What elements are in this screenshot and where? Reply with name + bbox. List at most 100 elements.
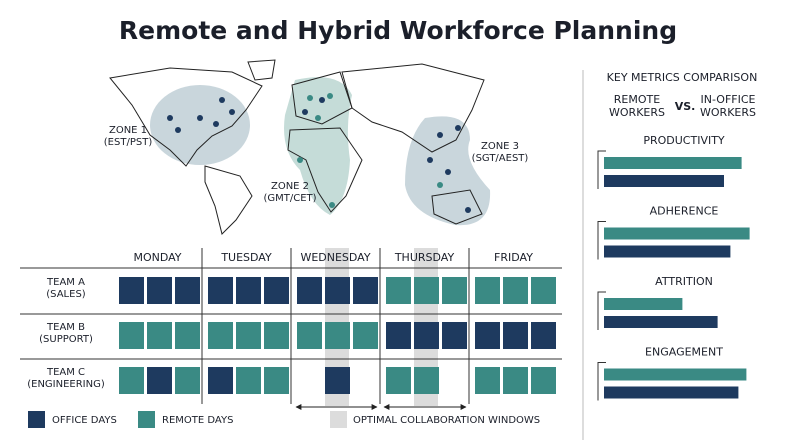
day-label: WEDNESDAY [300, 251, 370, 264]
team-label-line: TEAM C [46, 367, 85, 378]
team-label-line: (SALES) [46, 289, 86, 300]
team-label-line: (SUPPORT) [39, 334, 93, 345]
day-label: MONDAY [133, 251, 181, 264]
schedule-cell [325, 367, 350, 394]
schedule-cell [264, 367, 289, 394]
zone-label-line: (SGT/AEST) [472, 153, 529, 164]
metric-bracket [597, 362, 606, 401]
title: Remote and Hybrid Workforce Planning [119, 16, 677, 45]
schedule-cell [475, 277, 500, 304]
metric-name: PRODUCTIVITY [643, 134, 725, 147]
schedule-cell [264, 322, 289, 349]
office-bar [604, 386, 739, 399]
office-label-line: WORKERS [700, 106, 756, 119]
zone-label-line: ZONE 1 [109, 125, 147, 136]
office-bar [604, 316, 718, 328]
continents [109, 59, 485, 235]
metric-name: ATTRITION [655, 275, 713, 288]
schedule-cell [147, 277, 172, 304]
schedule-cell [442, 322, 467, 349]
metric-name: ENGAGEMENT [645, 346, 723, 359]
zone-label-line: (EST/PST) [104, 137, 153, 148]
schedule-cell [503, 277, 528, 304]
team-label: TEAM A (SALES) [46, 277, 86, 300]
schedule-cell [119, 322, 144, 349]
schedule-cell [503, 367, 528, 394]
office-label-line: IN-OFFICE [701, 93, 756, 106]
legend-swatch [28, 411, 45, 428]
team-label: TEAM B (SUPPORT) [39, 322, 93, 345]
day-label: FRIDAY [494, 251, 533, 264]
schedule-cell [503, 322, 528, 349]
schedule-cell [119, 277, 144, 304]
team-label: TEAM C (ENGINEERING) [27, 367, 105, 390]
schedule-cell [386, 367, 411, 394]
schedule-cell [264, 277, 289, 304]
metric-bracket [597, 291, 606, 330]
schedule-cell [147, 322, 172, 349]
schedule-cell [414, 322, 439, 349]
metric-bracket [597, 221, 606, 260]
zone-label-line: (GMT/CET) [263, 193, 316, 204]
schedule-cell [175, 277, 200, 304]
zone-label: ZONE 2 (GMT/CET) [263, 181, 316, 204]
schedule-cell [531, 277, 556, 304]
legend-swatch [330, 411, 347, 428]
schedule-cell [325, 277, 350, 304]
metric-bracket [597, 150, 606, 189]
schedule-cell [236, 367, 261, 394]
schedule-cell [414, 277, 439, 304]
legend-label: OPTIMAL COLLABORATION WINDOWS [353, 415, 540, 426]
remote-label-line: REMOTE [614, 93, 660, 106]
zone-area [284, 77, 352, 216]
schedule-cell [475, 367, 500, 394]
schedule-cell [297, 277, 322, 304]
remote-bar [604, 157, 742, 169]
schedule-cell [208, 367, 233, 394]
team-label-line: (ENGINEERING) [27, 379, 105, 390]
remote-bar [604, 227, 750, 240]
schedule-cell [236, 277, 261, 304]
schedule-cell [208, 277, 233, 304]
schedule-cell [475, 322, 500, 349]
vs-label: VS. [675, 100, 696, 113]
legend-label: OFFICE DAYS [52, 415, 117, 426]
zone-label: ZONE 3 (SGT/AEST) [472, 141, 529, 164]
remote-dots [297, 93, 443, 208]
world-map [109, 59, 491, 235]
remote-label-line: WORKERS [609, 106, 665, 119]
schedule-cell [236, 322, 261, 349]
remote-label: REMOTE WORKERS [609, 93, 665, 119]
metrics-title: KEY METRICS COMPARISON [607, 71, 758, 84]
schedule-cell [119, 367, 144, 394]
schedule-cell [414, 367, 439, 394]
legend-label: REMOTE DAYS [162, 415, 233, 426]
day-label: THURSDAY [394, 251, 455, 264]
zone-label: ZONE 1 (EST/PST) [104, 125, 153, 148]
legend-swatch [138, 411, 155, 428]
office-label: IN-OFFICE WORKERS [700, 93, 756, 119]
schedule-cell [442, 277, 467, 304]
zone-area [150, 85, 250, 165]
team-label-line: TEAM A [46, 277, 85, 288]
schedule-cell [325, 322, 350, 349]
schedule-cell [175, 322, 200, 349]
metric-name: ADHERENCE [650, 205, 719, 218]
schedule-cell [386, 277, 411, 304]
zone-label-line: ZONE 2 [271, 181, 309, 192]
schedule-cell [175, 367, 200, 394]
schedule-cell [531, 367, 556, 394]
schedule-cell [353, 322, 378, 349]
remote-bar [604, 368, 747, 381]
zone-label-line: ZONE 3 [481, 141, 519, 152]
schedule-cell [208, 322, 233, 349]
day-label: TUESDAY [220, 251, 272, 264]
schedule-cell [147, 367, 172, 394]
remote-bar [604, 298, 683, 310]
office-dots [167, 97, 471, 213]
schedule-cell [386, 322, 411, 349]
schedule-cell [297, 322, 322, 349]
office-bar [604, 245, 731, 258]
office-bar [604, 175, 724, 187]
